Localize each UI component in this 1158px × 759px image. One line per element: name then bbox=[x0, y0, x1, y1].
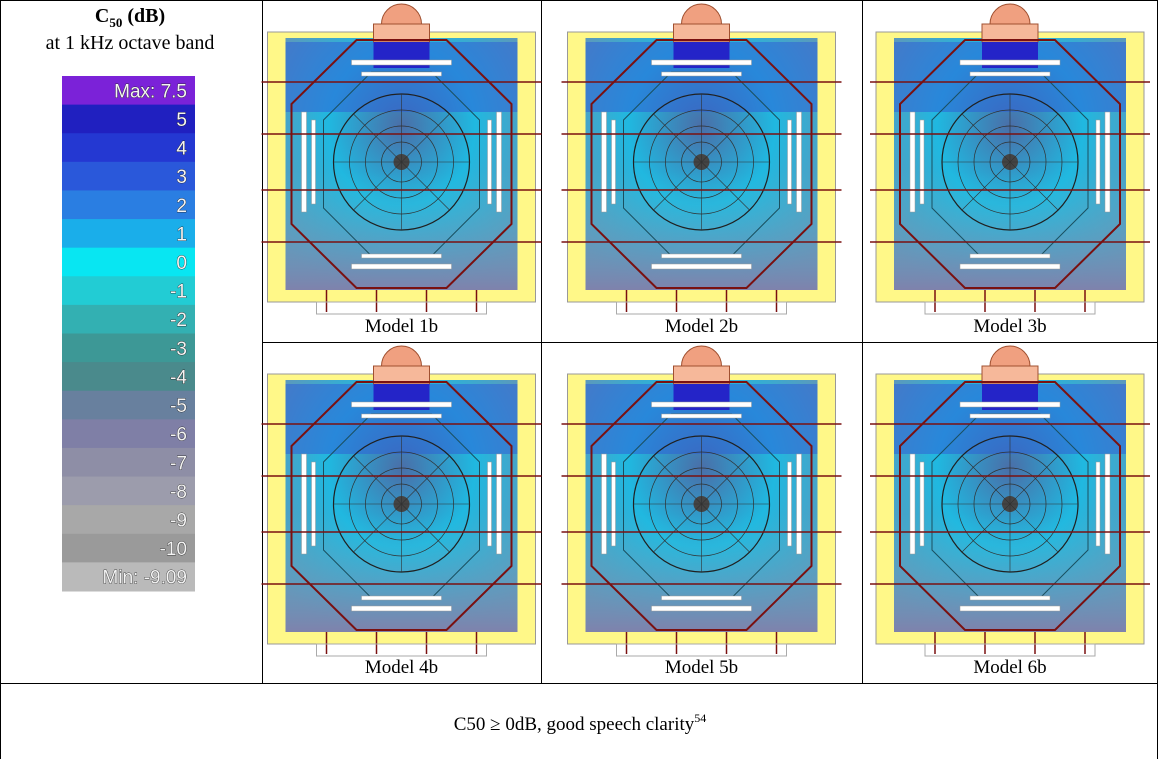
scale-swatch bbox=[62, 533, 195, 563]
scale-swatch bbox=[62, 362, 195, 392]
scale-swatch bbox=[62, 76, 195, 106]
model-map bbox=[870, 345, 1150, 657]
symbol: C bbox=[95, 5, 109, 27]
scale-swatch bbox=[62, 161, 195, 191]
scale-label: -6 bbox=[170, 425, 187, 446]
scale-swatch bbox=[62, 447, 195, 478]
scale-label: -10 bbox=[160, 539, 187, 560]
scale-swatch bbox=[62, 219, 195, 249]
scale-label: -3 bbox=[170, 339, 187, 360]
scale-label: -2 bbox=[170, 310, 187, 331]
scale-label: 1 bbox=[176, 224, 187, 245]
model-map bbox=[261, 345, 542, 657]
scale-swatch bbox=[62, 247, 195, 277]
scale-swatch bbox=[62, 304, 195, 334]
unit: (dB) bbox=[127, 5, 165, 27]
caption-superscript: 54 bbox=[694, 711, 706, 725]
model-caption: Model 4b bbox=[365, 657, 438, 678]
scale-swatch bbox=[62, 419, 195, 449]
scale-label: -1 bbox=[170, 282, 187, 303]
scale-swatch bbox=[62, 390, 195, 420]
subscript: 50 bbox=[109, 15, 122, 30]
model-caption: Model 6b bbox=[973, 657, 1046, 678]
model-caption: Model 5b bbox=[665, 657, 738, 678]
scale-label: Min: -9.09 bbox=[103, 568, 187, 589]
scale-swatch bbox=[62, 476, 195, 506]
scale-swatch bbox=[62, 333, 195, 363]
model-grid: Model 1b Model 2b Model 3b Model 4b Model 5b… bbox=[261, 3, 1150, 678]
model-map bbox=[561, 3, 842, 315]
scale-swatch bbox=[62, 190, 195, 220]
model-caption: Model 2b bbox=[665, 316, 738, 337]
color-scale: Max: 7.5 5 4 3 2 1 0 -1 -2 -3 -4 -5 -6 -7 -8 -9 -10 Min: … bbox=[62, 76, 195, 592]
scale-swatch bbox=[62, 133, 195, 163]
scale-swatch bbox=[62, 104, 195, 134]
scale-swatch bbox=[62, 562, 195, 592]
caption: C50 ≥ 0dB, good speech clarity54 bbox=[454, 711, 707, 735]
scale-label: -9 bbox=[170, 510, 187, 531]
scale-label: Max: 7.5 bbox=[114, 81, 187, 102]
scale-label: 3 bbox=[176, 167, 187, 188]
scale-label: 0 bbox=[176, 253, 187, 274]
scale-label: 4 bbox=[176, 139, 187, 160]
scale-label: -5 bbox=[170, 396, 187, 417]
scale-label: -4 bbox=[170, 367, 187, 388]
scale-label: -8 bbox=[170, 482, 187, 503]
scale-label: 2 bbox=[176, 196, 187, 217]
model-caption: Model 3b bbox=[973, 316, 1046, 337]
model-map bbox=[261, 3, 542, 315]
scale-label: 5 bbox=[176, 110, 187, 131]
legend-subtitle: at 1 kHz octave band bbox=[46, 32, 215, 54]
scale-swatch bbox=[62, 276, 195, 306]
legend-title: C50 (dB) bbox=[95, 5, 165, 30]
model-caption: Model 1b bbox=[365, 316, 438, 337]
scale-label: -7 bbox=[170, 453, 187, 474]
scale-swatch bbox=[62, 505, 195, 535]
caption-text: C50 ≥ 0dB, good speech clarity bbox=[454, 714, 695, 735]
model-map bbox=[870, 3, 1150, 315]
model-map bbox=[561, 345, 842, 657]
